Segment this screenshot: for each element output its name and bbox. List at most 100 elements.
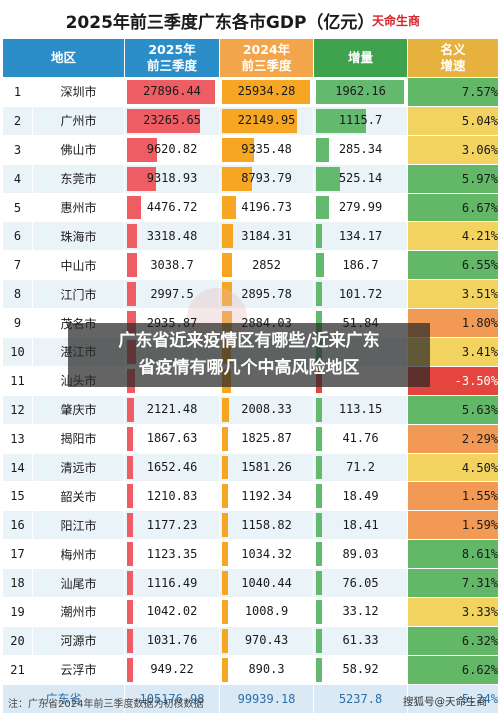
gdp2024-cell-bar bbox=[222, 253, 232, 278]
gdp2024-cell-bar bbox=[222, 80, 311, 104]
gdp2025-cell-bar bbox=[127, 571, 134, 596]
gdp2024-cell: 25934.28 bbox=[219, 77, 315, 107]
rate-cell: 6.62% bbox=[407, 654, 500, 685]
increase-cell-bar bbox=[316, 484, 323, 509]
gdp2025-cell: 1177.23 bbox=[124, 510, 221, 541]
gdp2025-cell: 1210.83 bbox=[124, 481, 221, 512]
table-row: 1 深圳市 27896.44 25934.28 1962.16 7.57% bbox=[2, 77, 500, 107]
gdp2025-cell-value: 23265.65 bbox=[143, 113, 201, 128]
col-header-rate: 名义 增速 bbox=[407, 38, 500, 78]
increase-cell-bar bbox=[316, 542, 323, 567]
gdp2025-cell-value: 27896.44 bbox=[143, 84, 201, 99]
gdp2025-cell-bar bbox=[127, 108, 201, 133]
rank-cell: 5 bbox=[2, 192, 33, 223]
rank-cell: 10 bbox=[2, 337, 33, 367]
increase-cell-value: 58.92 bbox=[342, 662, 379, 677]
gdp2025-cell-bar bbox=[127, 513, 134, 538]
gdp2024-cell: 2884.03 bbox=[219, 308, 315, 339]
rank-cell: 14 bbox=[2, 452, 33, 483]
increase-cell-bar bbox=[316, 80, 405, 104]
rate-cell: 6.55% bbox=[407, 250, 500, 281]
gdp2024-cell: 1581.26 bbox=[219, 452, 315, 483]
gdp2025-cell-bar bbox=[127, 484, 134, 509]
increase-cell: 186.7 bbox=[313, 250, 409, 281]
increase-cell-value: 525.14 bbox=[338, 171, 383, 186]
rank-cell: 11 bbox=[2, 365, 33, 396]
rank-cell: 18 bbox=[2, 568, 33, 599]
table-body: 1 深圳市 27896.44 25934.28 1962.16 7.57% 2 广州市 2326… bbox=[1, 77, 500, 714]
gdp2025-cell-value: 9318.93 bbox=[146, 171, 198, 186]
gdp2025-cell-bar bbox=[127, 224, 138, 249]
city-cell: 韶关市 bbox=[31, 481, 126, 512]
table-row: 16 阳江市 1177.23 1158.82 18.41 1.59% bbox=[2, 510, 500, 541]
increase-cell: 89.03 bbox=[313, 539, 409, 570]
increase-cell-value: 186.7 bbox=[342, 257, 379, 272]
table-row: 17 梅州市 1123.35 1034.32 89.03 8.61% bbox=[2, 539, 500, 570]
increase-cell: 58.92 bbox=[313, 654, 409, 685]
increase-cell-value: 134.17 bbox=[338, 228, 383, 243]
table-row: 19 潮州市 1042.02 1008.9 33.12 3.33% bbox=[2, 597, 500, 627]
gdp2025-cell-bar bbox=[127, 542, 134, 567]
gdp2025-cell-bar bbox=[127, 397, 134, 422]
gdp2024-cell-value: 1008.9 bbox=[244, 604, 289, 619]
increase-cell-value: 101.72 bbox=[338, 286, 383, 301]
increase-cell-value: 279.99 bbox=[338, 200, 383, 214]
gdp2024-cell-bar bbox=[222, 657, 229, 682]
gdp2024-cell-value: 2008.33 bbox=[241, 402, 292, 417]
gdp-table: 地区 2025年 前三季度 2024年 前三季度 增量 名义 增速 1 深圳市 27896… bbox=[1, 38, 500, 714]
caption-overlay: 广东省近来疫情区有哪些/近来广东 省疫情有哪几个中高风险地区 bbox=[68, 323, 430, 387]
gdp2024-cell: 1192.34 bbox=[219, 481, 315, 512]
increase-cell-bar bbox=[316, 513, 323, 538]
increase-cell-bar bbox=[316, 426, 323, 451]
rate-cell: 3.33% bbox=[407, 597, 500, 627]
increase-cell-bar bbox=[316, 397, 323, 422]
rate-cell: 6.32% bbox=[407, 625, 500, 656]
increase-cell-bar bbox=[316, 137, 329, 162]
table-row: 18 汕尾市 1116.49 1040.44 76.05 7.31% bbox=[2, 568, 500, 599]
city-cell: 揭阳市 bbox=[31, 423, 126, 454]
rank-cell: 2 bbox=[2, 105, 33, 136]
city-cell: 广州市 bbox=[31, 105, 126, 136]
rate-cell: 3.06% bbox=[407, 134, 500, 165]
gdp2024-cell-value: 970.43 bbox=[244, 633, 289, 648]
gdp2024-cell-bar bbox=[222, 108, 298, 133]
total-gdp2025-cell: 105176.98 bbox=[124, 683, 221, 714]
city-cell: 江门市 bbox=[31, 279, 126, 310]
table-row: 20 河源市 1031.76 970.43 61.33 6.32% bbox=[2, 625, 500, 656]
increase-cell: 101.72 bbox=[313, 279, 409, 310]
gdp2024-cell-bar bbox=[222, 542, 229, 567]
city-cell: 肇庆市 bbox=[31, 394, 126, 425]
gdp2025-cell-value: 3318.48 bbox=[146, 228, 198, 243]
col-header-increase: 增量 bbox=[313, 38, 409, 78]
gdp2025-cell-bar bbox=[127, 455, 134, 480]
increase-cell-bar bbox=[316, 628, 323, 653]
gdp2024-cell-value: 4196.73 bbox=[241, 200, 292, 214]
rate-cell: 1.59% bbox=[407, 510, 500, 541]
total-city-cell: 广东省 bbox=[1, 683, 126, 714]
gdp2024-cell-value: 25934.28 bbox=[237, 84, 296, 99]
increase-cell-value: 71.2 bbox=[346, 460, 375, 475]
rank-cell: 4 bbox=[2, 163, 33, 194]
brand-label: 天命生商 bbox=[372, 14, 421, 28]
increase-cell-value: 89.03 bbox=[342, 546, 379, 561]
table-row: 15 韶关市 1210.83 1192.34 18.49 1.55% bbox=[2, 481, 500, 512]
rank-cell: 20 bbox=[2, 625, 33, 656]
gdp2025-cell: 3318.48 bbox=[124, 221, 221, 252]
rank-cell: 16 bbox=[2, 510, 33, 541]
gdp2025-cell-value: 1177.23 bbox=[146, 517, 198, 532]
gdp2024-cell-bar bbox=[222, 224, 233, 249]
gdp2024-cell-value: 22149.95 bbox=[237, 113, 296, 128]
gdp2025-cell: 1031.76 bbox=[124, 625, 221, 656]
gdp2024-cell: 1158.82 bbox=[219, 510, 315, 541]
gdp2025-cell-bar bbox=[127, 426, 134, 451]
increase-cell: 33.12 bbox=[313, 597, 409, 627]
rank-cell: 17 bbox=[2, 539, 33, 570]
total-row: 广东省 105176.98 99939.18 5237.8 5.24% bbox=[1, 683, 500, 714]
caption-line-1: 广东省近来疫情区有哪些/近来广东 bbox=[118, 331, 380, 351]
increase-cell-value: 18.41 bbox=[342, 517, 379, 532]
gdp2025-cell-value: 949.22 bbox=[150, 662, 194, 677]
gdp2024-cell-value: 1040.44 bbox=[241, 575, 292, 590]
rate-cell: 8.61% bbox=[407, 539, 500, 570]
increase-cell-value: 1962.16 bbox=[335, 84, 386, 99]
city-cell: 深圳市 bbox=[31, 77, 126, 107]
